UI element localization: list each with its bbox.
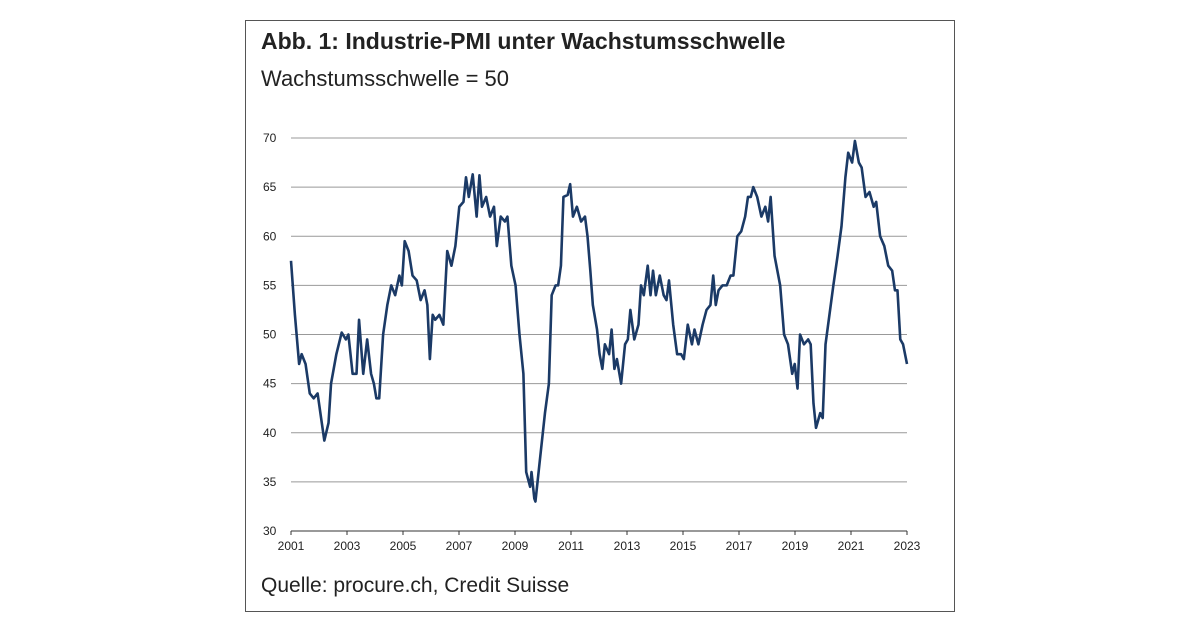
pmi-line xyxy=(289,139,909,503)
x-tick-label: 2001 xyxy=(278,539,305,553)
x-tick-label: 2011 xyxy=(558,539,584,553)
x-tick-label: 2017 xyxy=(726,539,753,553)
y-tick-label: 65 xyxy=(263,180,277,194)
y-tick-label: 60 xyxy=(263,229,277,243)
y-tick-label: 50 xyxy=(263,328,277,342)
y-tick-label: 30 xyxy=(263,524,277,538)
chart-subtitle: Wachstumsschwelle = 50 xyxy=(261,66,509,91)
x-tick-label: 2023 xyxy=(894,539,921,553)
chart-title: Abb. 1: Industrie-PMI unter Wachstumssch… xyxy=(261,28,785,54)
x-tick-label: 2005 xyxy=(390,539,417,553)
y-tick-label: 70 xyxy=(263,131,277,145)
y-tick-label: 35 xyxy=(263,475,277,489)
x-tick-label: 2003 xyxy=(334,539,361,553)
x-tick-label: 2013 xyxy=(614,539,641,553)
source: Quelle: procure.ch, Credit Suisse xyxy=(261,574,569,597)
frame xyxy=(245,20,955,612)
x-tick-label: 2009 xyxy=(502,539,529,553)
x-tick-label: 2021 xyxy=(838,539,865,553)
x-tick-label: 2015 xyxy=(670,539,697,553)
y-tick-label: 55 xyxy=(263,278,277,292)
x-tick-label: 2019 xyxy=(782,539,809,553)
y-tick-label: 40 xyxy=(263,426,277,440)
y-tick-label: 45 xyxy=(263,377,277,391)
x-tick-label: 2007 xyxy=(446,539,473,553)
